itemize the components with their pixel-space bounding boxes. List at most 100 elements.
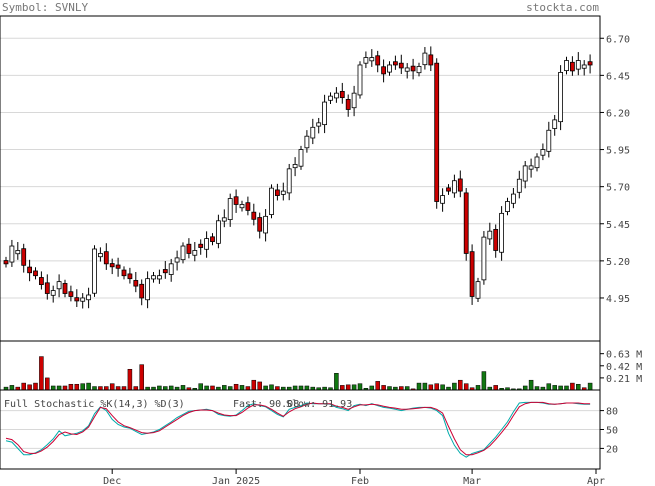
volume-bar <box>33 382 38 391</box>
candle <box>463 187 469 261</box>
candle <box>245 196 251 216</box>
symbol-label: Symbol: SVNLY <box>2 1 88 14</box>
candle <box>558 65 563 131</box>
candle-body <box>522 165 528 182</box>
candle-body <box>316 122 322 127</box>
candle-body <box>33 270 38 277</box>
stochastic-gridlines <box>0 410 600 449</box>
price-tick-label: 4.95 <box>606 294 630 305</box>
candle <box>269 184 274 219</box>
candle <box>109 258 115 275</box>
date-tick-label: Jan 2025 <box>212 476 260 486</box>
candle-body <box>540 149 546 156</box>
candle <box>570 56 575 76</box>
candle-body <box>27 266 33 274</box>
stochastic-tick-label: 80 <box>606 407 618 418</box>
candle <box>422 47 428 70</box>
candle-body <box>286 168 292 194</box>
candle-body <box>587 61 593 66</box>
candle <box>351 85 357 117</box>
candle <box>68 285 74 302</box>
candle <box>410 58 416 80</box>
candle-body <box>345 99 351 110</box>
volume-bar <box>576 383 581 391</box>
candle-body <box>558 71 563 123</box>
volume-axis-ticks: 0.63 M0.42 M0.21 M <box>600 350 642 385</box>
volume-bar <box>74 383 80 391</box>
candle <box>180 242 186 264</box>
candle <box>363 51 369 69</box>
volume-bar <box>39 356 44 391</box>
volume-bar <box>157 385 162 391</box>
site-label: stockta.com <box>526 1 599 14</box>
candle <box>345 94 351 117</box>
candle <box>416 62 422 77</box>
candle-body <box>74 297 80 302</box>
candle-body <box>127 273 133 280</box>
candle-body <box>469 251 475 297</box>
candle <box>381 59 387 83</box>
candle <box>92 245 97 297</box>
candle <box>499 206 505 261</box>
candle-body <box>162 269 168 274</box>
candle-body <box>39 277 44 286</box>
volume-bar <box>292 385 298 391</box>
volume-bar <box>92 386 97 391</box>
candle <box>21 243 27 273</box>
volume-bar <box>257 381 262 391</box>
candle <box>44 274 50 300</box>
volume-bar <box>233 383 239 391</box>
volume-bar <box>357 383 363 391</box>
volume-bar <box>163 386 168 391</box>
candle-body <box>3 260 9 265</box>
price-tick-label: 5.20 <box>606 257 630 268</box>
volume-bar <box>416 382 422 391</box>
candle <box>398 54 404 75</box>
candle-body <box>363 57 369 64</box>
candle-body <box>133 280 139 287</box>
candle <box>475 277 481 302</box>
candle <box>546 121 552 158</box>
candle-body <box>145 278 151 301</box>
candle <box>156 269 162 284</box>
candle-body <box>457 178 463 192</box>
candle-body <box>50 290 56 296</box>
stochastic-slow-value: Slow: 91.93 <box>286 399 352 410</box>
candle <box>151 271 156 283</box>
volume-bar <box>375 381 380 391</box>
price-tick-label: 6.20 <box>606 108 630 119</box>
candle-body <box>298 149 304 167</box>
candle-body <box>204 238 210 250</box>
volume-bar <box>387 386 392 391</box>
volume-bar <box>440 384 445 391</box>
candle <box>451 174 457 198</box>
candle <box>510 187 516 209</box>
candle-body <box>404 67 410 72</box>
candle-body <box>505 201 510 212</box>
volume-bar <box>399 386 404 391</box>
candle-body <box>357 64 363 96</box>
volume-bar <box>62 385 68 391</box>
candle <box>534 153 540 172</box>
volume-bar <box>570 382 575 391</box>
candle <box>339 82 345 104</box>
candle-body <box>381 66 387 75</box>
candle-body <box>499 212 505 253</box>
candle <box>434 58 440 209</box>
price-tick-label: 6.45 <box>606 71 630 82</box>
candle <box>215 214 221 249</box>
candle <box>298 145 304 170</box>
candle-body <box>227 198 233 221</box>
candle <box>3 256 9 268</box>
candle-body <box>62 283 68 294</box>
volume-bar <box>522 385 528 391</box>
candle <box>139 279 145 306</box>
candle <box>387 61 392 76</box>
candle-body <box>493 229 499 251</box>
candle <box>15 242 21 260</box>
candle-body <box>44 282 50 294</box>
candle <box>292 157 298 177</box>
candle-body <box>269 187 274 215</box>
